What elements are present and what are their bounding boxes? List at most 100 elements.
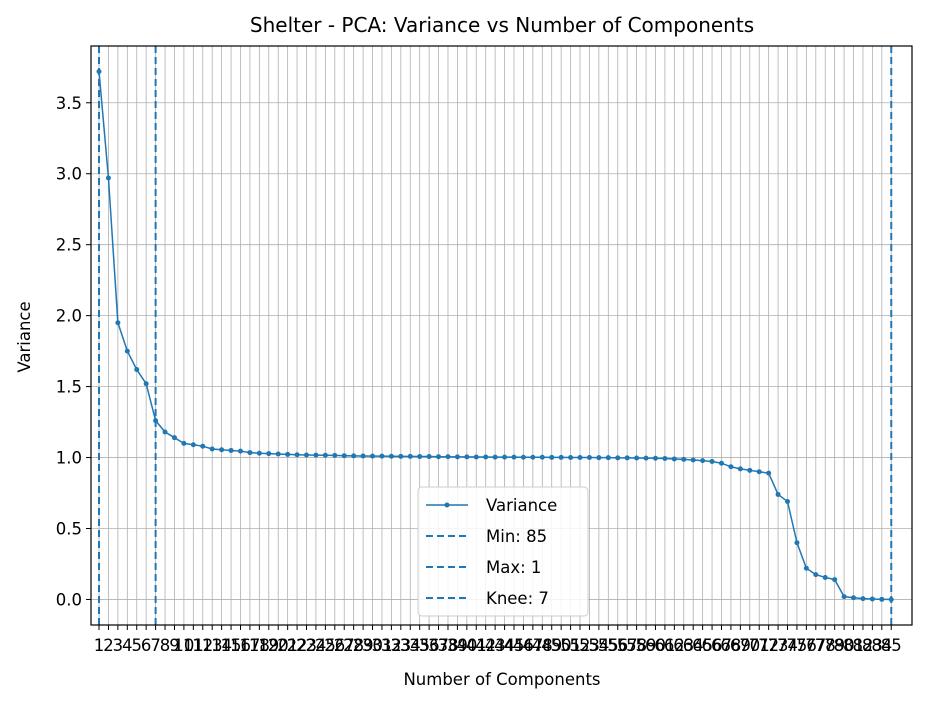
x-tick-label: 1 <box>94 636 105 655</box>
data-point <box>615 455 621 461</box>
data-point <box>775 491 781 497</box>
data-point <box>822 574 828 580</box>
data-point <box>426 454 432 460</box>
x-tick-label: 19 <box>258 636 279 655</box>
data-point <box>728 464 734 470</box>
y-tick-label: 0.0 <box>56 590 82 609</box>
x-tick-label: 46 <box>513 636 534 655</box>
x-tick-label: 62 <box>664 636 685 655</box>
data-point <box>813 572 819 578</box>
x-tick-label: 14 <box>211 636 232 655</box>
x-tick-label: 51 <box>560 636 581 655</box>
x-tick-label: 25 <box>315 636 336 655</box>
x-tick-label: 6 <box>141 636 152 655</box>
x-tick-label: 27 <box>334 636 355 655</box>
x-tick-label: 36 <box>419 636 440 655</box>
data-point <box>549 454 555 460</box>
y-tick-label: 2.0 <box>56 307 82 326</box>
x-tick-label: 35 <box>409 636 430 655</box>
data-point <box>332 452 338 458</box>
data-point <box>237 448 243 454</box>
data-point <box>398 453 404 459</box>
x-tick-label: 45 <box>503 636 524 655</box>
x-tick-label: 65 <box>692 636 713 655</box>
data-point <box>436 454 442 460</box>
x-tick-label: 38 <box>437 636 458 655</box>
x-tick-label: 80 <box>834 636 855 655</box>
data-point <box>143 381 149 387</box>
x-tick-label: 39 <box>447 636 468 655</box>
x-tick-label: 21 <box>277 636 298 655</box>
legend-label: Max: 1 <box>486 558 541 577</box>
data-point <box>388 453 394 459</box>
x-tick-label: 20 <box>268 636 289 655</box>
x-tick-label: 60 <box>645 636 666 655</box>
x-tick-label: 15 <box>221 636 242 655</box>
x-tick-label: 7 <box>150 636 161 655</box>
x-tick-label: 53 <box>579 636 600 655</box>
x-tick-label: 3 <box>113 636 124 655</box>
x-tick-label: 71 <box>749 636 770 655</box>
y-tick-label: 3.0 <box>56 165 82 184</box>
x-tick-label: 75 <box>786 636 807 655</box>
series-layer <box>96 69 894 602</box>
x-tick-label: 34 <box>400 636 421 655</box>
x-tick-label: 83 <box>862 636 883 655</box>
x-tick-label: 50 <box>551 636 572 655</box>
data-point <box>785 499 791 505</box>
x-tick-label: 58 <box>626 636 647 655</box>
data-point <box>266 451 272 457</box>
x-tick-label: 66 <box>702 636 723 655</box>
legend-label: Variance <box>486 496 557 515</box>
data-point <box>841 594 847 600</box>
x-tick-label: 40 <box>456 636 477 655</box>
data-point <box>219 447 225 453</box>
x-tick-label: 84 <box>871 636 892 655</box>
data-point <box>671 456 677 462</box>
data-point <box>643 455 649 461</box>
data-point <box>304 452 310 458</box>
data-point <box>341 453 347 459</box>
x-tick-label: 41 <box>466 636 487 655</box>
data-point <box>888 596 894 602</box>
data-point <box>681 456 687 462</box>
data-point <box>624 455 630 461</box>
x-tick-label: 24 <box>305 636 326 655</box>
x-tick-label: 44 <box>494 636 515 655</box>
x-tick-label: 69 <box>730 636 751 655</box>
x-tick-label: 30 <box>362 636 383 655</box>
data-point <box>511 454 517 460</box>
x-tick-label: 72 <box>758 636 779 655</box>
data-point <box>737 466 743 472</box>
data-point <box>370 453 376 459</box>
x-tick-label: 22 <box>287 636 308 655</box>
x-tick-label: 10 <box>173 636 194 655</box>
data-point <box>285 451 291 457</box>
chart-title: Shelter - PCA: Variance vs Number of Com… <box>250 13 754 37</box>
x-tick-label: 82 <box>852 636 873 655</box>
data-point <box>153 418 159 424</box>
x-tick-label: 54 <box>588 636 609 655</box>
y-axis-label: Variance <box>15 301 34 372</box>
x-axis-ticks: 1234567891011121314151617181920212223242… <box>94 625 902 655</box>
x-axis-label: Number of Components <box>403 670 600 689</box>
data-point <box>190 442 196 448</box>
y-tick-label: 0.5 <box>56 520 82 539</box>
x-tick-label: 5 <box>131 636 142 655</box>
data-point <box>634 455 640 461</box>
data-point <box>766 470 772 476</box>
x-tick-label: 31 <box>371 636 392 655</box>
x-tick-label: 43 <box>485 636 506 655</box>
data-point <box>568 455 574 461</box>
data-point <box>652 455 658 461</box>
x-tick-label: 32 <box>381 636 402 655</box>
x-tick-label: 81 <box>843 636 864 655</box>
x-tick-label: 29 <box>353 636 374 655</box>
data-point <box>379 453 385 459</box>
data-point <box>313 452 319 458</box>
data-point <box>200 443 206 449</box>
x-tick-label: 26 <box>324 636 345 655</box>
data-point <box>718 460 724 466</box>
data-point <box>539 454 545 460</box>
x-tick-label: 18 <box>249 636 270 655</box>
